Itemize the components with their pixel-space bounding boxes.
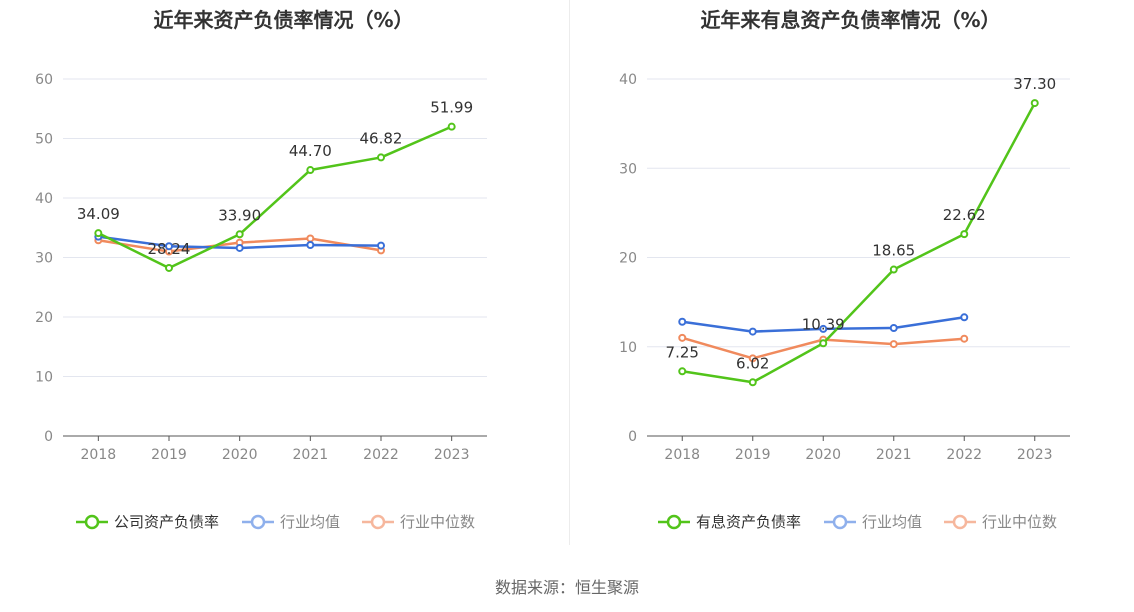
x-tick-label: 2023: [434, 447, 470, 463]
data-point: [960, 313, 969, 322]
y-tick-label: 20: [619, 251, 637, 267]
legend-label: 有息资产负债率: [696, 513, 801, 531]
data-point: [447, 122, 456, 131]
asset-liability-ratio-chart: 0 10 20 30 40 50 60 2018 2019 2020 2021 2022 2023 34.…: [35, 72, 487, 531]
x-tick-label: 2023: [1017, 447, 1053, 463]
data-point: [889, 324, 898, 333]
y-tick-label: 30: [619, 161, 637, 177]
data-point: [678, 367, 687, 376]
data-label: 33.90: [218, 206, 261, 224]
y-tick-label: 0: [628, 429, 637, 445]
chart-title: 近年来资产负债率情况（%）: [153, 8, 414, 32]
legend-marker: [84, 514, 100, 530]
data-label: 7.25: [666, 343, 699, 361]
data-label: 18.65: [872, 242, 915, 260]
y-tick-label: 60: [35, 72, 53, 88]
x-tick-label: 2018: [664, 447, 700, 463]
x-tick-label: 2020: [222, 447, 258, 463]
x-tick-label: 2022: [946, 447, 982, 463]
data-point: [165, 242, 173, 251]
series-line: [97, 125, 453, 270]
data-label: 37.30: [1013, 75, 1056, 93]
x-tick-label: 2021: [293, 447, 329, 463]
y-tick-label: 10: [35, 370, 53, 386]
x-tick-label: 2020: [805, 447, 841, 463]
data-point: [94, 229, 103, 238]
data-point: [889, 265, 898, 274]
data-label: 22.62: [943, 206, 986, 224]
y-tick-label: 50: [35, 132, 53, 148]
panel-divider: [569, 0, 570, 545]
x-tick-label: 2021: [876, 447, 912, 463]
right-chart-panel: 近年来有息资产负债率情况（%） 0 10 20 30 40 2018 2019 2020 202…: [567, 0, 1134, 560]
data-point: [306, 241, 315, 250]
legend-label: 行业均值: [862, 513, 922, 531]
x-tick-label: 2018: [81, 447, 117, 463]
data-label: 34.09: [77, 205, 120, 223]
data-label: 6.02: [736, 354, 769, 372]
legend-label: 行业中位数: [400, 513, 475, 531]
legend-marker: [370, 514, 386, 530]
data-point: [306, 234, 315, 243]
plot-area: 0 10 20 30 40 2018 2019 2020 2021 2022 2023 7.25 6.0…: [619, 72, 1070, 531]
data-point: [235, 243, 244, 252]
x-tick-label: 2022: [363, 447, 399, 463]
data-point: [678, 317, 687, 326]
data-point: [819, 339, 828, 348]
data-point: [377, 153, 385, 162]
legend-label: 行业中位数: [982, 513, 1057, 531]
data-label: 28.24: [148, 240, 191, 258]
series-line: [682, 102, 1036, 384]
y-tick-label: 40: [35, 191, 53, 207]
data-point: [165, 263, 173, 272]
data-point: [306, 166, 315, 175]
data-point: [678, 333, 687, 342]
data-point: [960, 334, 969, 343]
data-point: [1030, 99, 1039, 108]
legend-label: 行业均值: [280, 513, 340, 531]
legend-label: 公司资产负债率: [114, 513, 219, 531]
data-point: [748, 354, 757, 363]
data-label: 10.39: [802, 315, 845, 333]
chart-title: 近年来有息资产负债率情况（%）: [700, 8, 1001, 32]
data-point: [960, 230, 969, 239]
data-point: [235, 230, 244, 239]
legend-marker: [832, 514, 848, 530]
y-tick-label: 0: [44, 429, 53, 445]
y-tick-label: 30: [35, 251, 53, 267]
x-tick-label: 2019: [735, 447, 771, 463]
y-tick-label: 10: [619, 340, 637, 356]
data-point: [819, 324, 828, 333]
plot-area: 0 10 20 30 40 50 60 2018 2019 2020 2021 2022 2023 34.…: [35, 72, 487, 531]
data-label: 46.82: [360, 129, 403, 147]
data-point: [889, 340, 898, 349]
data-source-note: 数据来源：恒生聚源: [494, 578, 639, 597]
y-tick-label: 40: [619, 72, 637, 88]
data-point: [748, 378, 757, 387]
data-point: [377, 241, 385, 250]
y-tick-label: 20: [35, 310, 53, 326]
data-label: 51.99: [430, 99, 473, 117]
legend-marker: [666, 514, 682, 530]
legend-marker: [952, 514, 968, 530]
left-chart-panel: 近年来资产负债率情况（%） 0 10 20 30 40 50 60 2018 2019 2020 2…: [0, 0, 567, 560]
interest-bearing-liability-ratio-chart: 0 10 20 30 40 2018 2019 2020 2021 2022 2023 7.25 6.0…: [619, 72, 1070, 531]
legend-marker: [250, 514, 266, 530]
data-label: 44.70: [289, 142, 332, 160]
data-point: [748, 327, 757, 336]
x-tick-label: 2019: [151, 447, 187, 463]
